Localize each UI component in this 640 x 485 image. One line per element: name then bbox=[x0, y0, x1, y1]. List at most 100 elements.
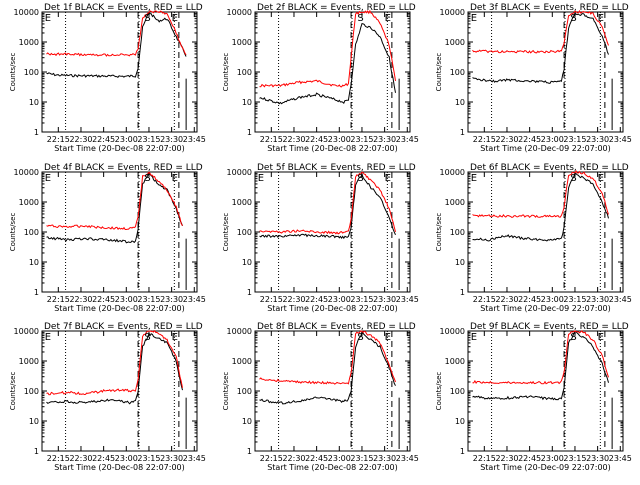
marker-letter: S bbox=[357, 13, 363, 24]
lld-series-line bbox=[472, 10, 609, 54]
x-tick-label: 22:15 bbox=[473, 454, 496, 463]
x-tick-label: 22:45 bbox=[92, 454, 115, 463]
y-tick-label: 1000 bbox=[445, 198, 465, 207]
marker-letter: S bbox=[144, 332, 150, 343]
y-tick-label: 10 bbox=[29, 98, 39, 107]
x-tick-label: 23:45 bbox=[396, 295, 419, 304]
y-tick-label: 100 bbox=[237, 387, 252, 396]
y-tick-label: 10 bbox=[29, 258, 39, 267]
y-tick-label: 10 bbox=[242, 258, 252, 267]
y-tick-label: 10000 bbox=[14, 168, 39, 177]
y-tick-label: 1000 bbox=[445, 357, 465, 366]
x-tick-label: 22:30 bbox=[495, 295, 518, 304]
x-tick-label: 22:30 bbox=[495, 454, 518, 463]
x-tick-label: 23:45 bbox=[396, 135, 419, 144]
x-tick-label: 23:00 bbox=[328, 135, 351, 144]
x-tick-label: 23:00 bbox=[115, 454, 138, 463]
marker-letter: S bbox=[144, 13, 150, 24]
x-tick-label: 23:45 bbox=[609, 454, 632, 463]
panel-title: Det 6f BLACK = Events, RED = LLD bbox=[470, 163, 629, 173]
y-tick-label: 1 bbox=[460, 288, 465, 297]
y-tick-label: 10000 bbox=[440, 168, 465, 177]
x-tick-label: 23:15 bbox=[563, 295, 586, 304]
y-tick-label: 10000 bbox=[440, 8, 465, 17]
events-series-line bbox=[259, 330, 396, 405]
x-axis-label: Start Time (20-Dec-08 22:07:00) bbox=[54, 144, 185, 153]
y-tick-label: 10000 bbox=[440, 327, 465, 336]
x-tick-label: 22:45 bbox=[518, 454, 541, 463]
y-axis-label: Counts/sec bbox=[435, 53, 443, 92]
x-tick-label: 22:30 bbox=[282, 295, 305, 304]
x-tick-label: 22:15 bbox=[260, 135, 283, 144]
x-tick-label: 23:15 bbox=[563, 454, 586, 463]
events-series-line bbox=[259, 173, 396, 240]
y-tick-label: 10000 bbox=[227, 8, 252, 17]
lld-series-line bbox=[472, 330, 609, 385]
panel-det-5: Det 5f BLACK = Events, RED = LLD 1 10 100 10… bbox=[222, 163, 419, 313]
y-tick-label: 10000 bbox=[14, 8, 39, 17]
lld-series-line bbox=[259, 330, 396, 385]
marker-letter: E bbox=[45, 13, 51, 24]
panel-title: Det 4f BLACK = Events, RED = LLD bbox=[44, 163, 203, 173]
y-tick-label: 10 bbox=[29, 417, 39, 426]
x-tick-label: 22:45 bbox=[305, 295, 328, 304]
marker-letter: S bbox=[357, 173, 363, 184]
x-axis-label: Start Time (20-Dec-08 22:07:00) bbox=[267, 304, 398, 313]
y-tick-label: 10 bbox=[455, 258, 465, 267]
events-series-line bbox=[472, 331, 609, 401]
x-tick-label: 23:15 bbox=[137, 295, 160, 304]
x-tick-label: 22:45 bbox=[305, 454, 328, 463]
x-axis-label: Start Time (20-Dec-09 22:07:00) bbox=[480, 304, 611, 313]
x-tick-label: 23:15 bbox=[563, 135, 586, 144]
x-tick-label: 23:45 bbox=[609, 295, 632, 304]
lld-series-line bbox=[472, 170, 609, 219]
y-tick-label: 1 bbox=[34, 447, 39, 456]
panel-det-3: Det 3f BLACK = Events, RED = LLD 1 10 100 10… bbox=[435, 3, 632, 153]
marker-letter: E bbox=[45, 332, 51, 343]
y-tick-label: 1 bbox=[34, 128, 39, 137]
x-tick-label: 23:30 bbox=[373, 454, 396, 463]
x-tick-label: 23:00 bbox=[328, 295, 351, 304]
marker-letter: S bbox=[144, 173, 150, 184]
y-tick-label: 100 bbox=[24, 387, 39, 396]
x-tick-label: 23:00 bbox=[115, 135, 138, 144]
x-tick-label: 22:15 bbox=[260, 295, 283, 304]
x-tick-label: 23:30 bbox=[586, 135, 609, 144]
panel-det-1: Det 1f BLACK = Events, RED = LLD 1 10 100 10… bbox=[9, 3, 206, 153]
y-tick-label: 1000 bbox=[19, 198, 39, 207]
x-tick-label: 22:30 bbox=[69, 295, 92, 304]
y-axis-label: Counts/sec bbox=[435, 372, 443, 411]
y-axis-label: Counts/sec bbox=[222, 53, 230, 92]
panel-det-9: Det 9f BLACK = Events, RED = LLD 1 10 100 10… bbox=[435, 322, 632, 472]
x-tick-label: 22:30 bbox=[69, 454, 92, 463]
x-tick-label: 22:15 bbox=[47, 295, 70, 304]
marker-letter: E bbox=[385, 173, 391, 184]
y-tick-label: 1 bbox=[247, 128, 252, 137]
marker-letter: E bbox=[385, 13, 391, 24]
y-tick-label: 10 bbox=[242, 98, 252, 107]
x-tick-label: 23:45 bbox=[183, 295, 206, 304]
marker-letter: E bbox=[172, 173, 178, 184]
x-tick-label: 22:15 bbox=[47, 135, 70, 144]
lld-series-line bbox=[46, 171, 183, 230]
y-tick-label: 100 bbox=[450, 387, 465, 396]
y-tick-label: 100 bbox=[450, 228, 465, 237]
events-series-line bbox=[46, 172, 183, 244]
lld-series-line bbox=[259, 171, 396, 235]
x-tick-label: 23:00 bbox=[541, 454, 564, 463]
marker-letter: E bbox=[385, 332, 391, 343]
y-tick-label: 1000 bbox=[19, 357, 39, 366]
y-tick-label: 1 bbox=[247, 288, 252, 297]
marker-letter: E bbox=[258, 173, 264, 184]
events-series-line bbox=[46, 331, 183, 405]
panel-title: Det 2f BLACK = Events, RED = LLD bbox=[257, 3, 416, 13]
y-tick-label: 1000 bbox=[232, 357, 252, 366]
events-series-line bbox=[472, 172, 609, 242]
marker-letter: S bbox=[570, 173, 576, 184]
x-tick-label: 23:15 bbox=[350, 295, 373, 304]
x-tick-label: 23:30 bbox=[160, 135, 183, 144]
y-tick-label: 10000 bbox=[227, 168, 252, 177]
x-tick-label: 22:45 bbox=[518, 295, 541, 304]
